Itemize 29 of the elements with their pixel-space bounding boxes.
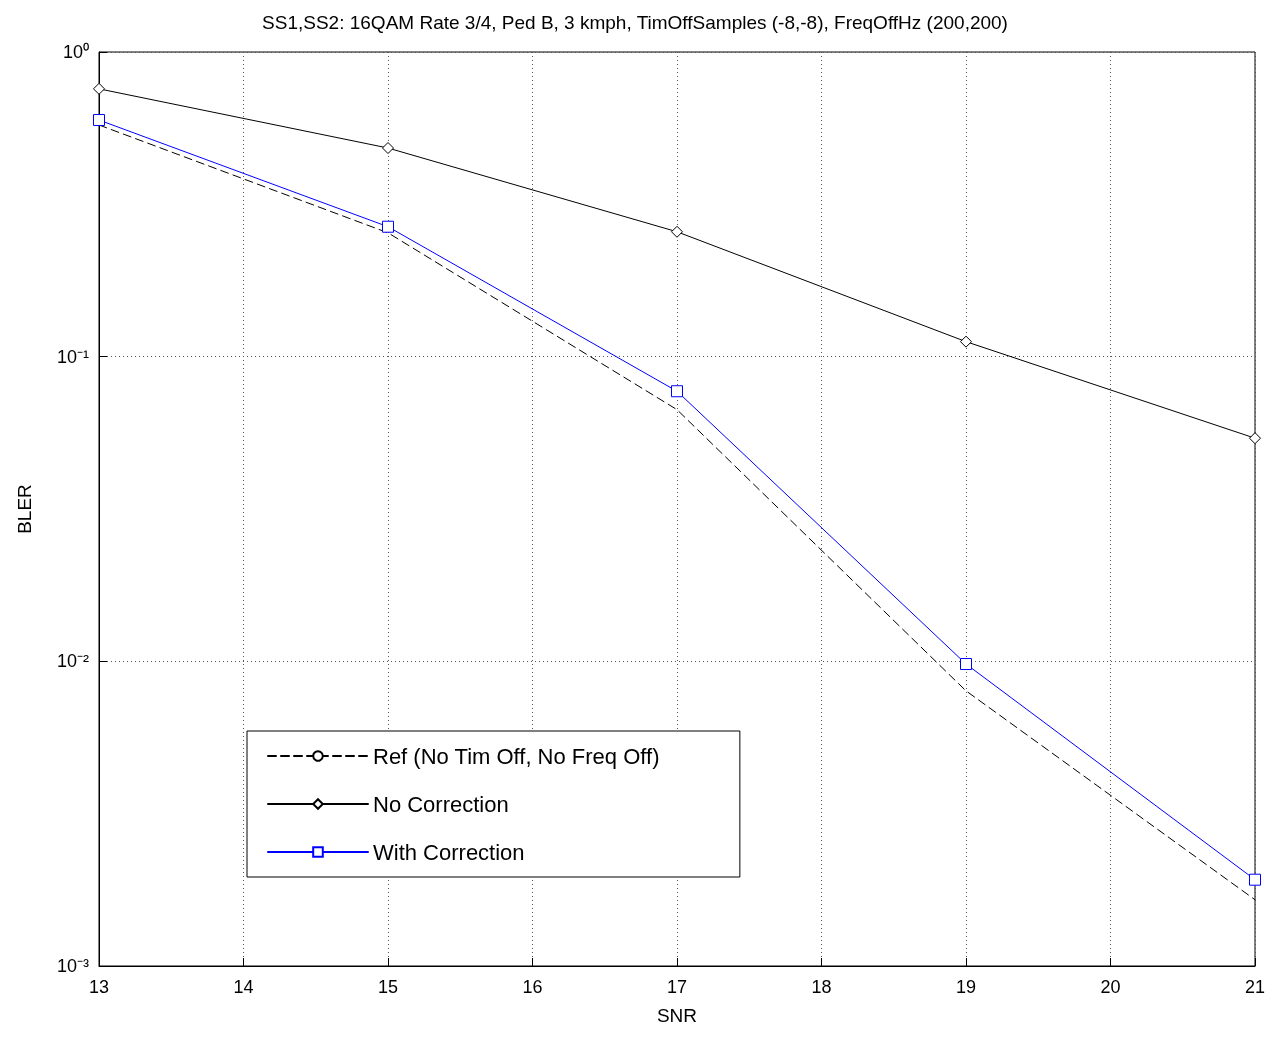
point [93,82,105,95]
point [382,142,394,155]
x-tick-label: 20 [1100,977,1121,997]
point [960,658,972,671]
point [1249,432,1261,445]
x-tick-label: 13 [88,977,110,997]
x-tick-label: 19 [955,977,977,997]
point [1249,873,1261,886]
y-tick-label: 10⁻¹ [56,346,90,367]
y-tick-label: 10⁻² [56,651,90,672]
x-tick-label: 14 [233,977,254,997]
x-tick-label: 17 [666,977,688,997]
legend-label: Ref (No Tim Off, No Freq Off) [373,743,660,769]
legend-label: With Correction [373,839,525,865]
y-tick-label: 10⁻³ [56,956,90,976]
point [382,220,394,233]
x-tick-label: 21 [1244,977,1266,997]
legend-label: No Correction [373,791,509,817]
point [960,335,972,348]
x-tick-label: 15 [377,977,399,997]
x-tick-label: 16 [522,977,543,997]
point [93,114,105,127]
y-axis-title: BLER [14,484,35,534]
point [671,385,683,398]
y-tick-label: 10⁰ [62,42,89,62]
x-tick-label: 18 [811,977,832,997]
x-axis-title: SNR [656,1005,698,1026]
point [671,225,683,238]
chart-title: SS1,SS2: 16QAM Rate 3/4, Ped B, 3 kmph, TimOffSamples (-8,-8), FreqOffHz (200,200) [262,12,1008,33]
